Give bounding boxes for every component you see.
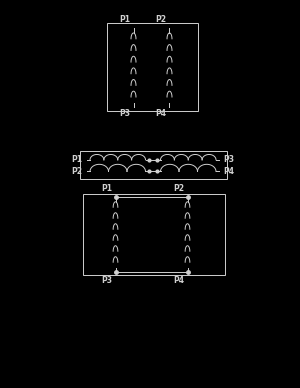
Text: P2: P2 — [155, 15, 166, 24]
Text: P1: P1 — [101, 184, 112, 193]
Bar — [80, 151, 226, 179]
Text: P3: P3 — [224, 155, 235, 165]
Text: P2: P2 — [173, 184, 184, 193]
Text: P4: P4 — [224, 167, 235, 176]
Text: P1: P1 — [119, 15, 130, 24]
Bar — [82, 194, 225, 275]
Text: P3: P3 — [101, 276, 112, 285]
Bar — [106, 23, 198, 111]
Text: P1: P1 — [71, 155, 82, 165]
Text: P2: P2 — [71, 167, 82, 176]
Text: P4: P4 — [173, 276, 184, 285]
Text: P4: P4 — [155, 109, 166, 118]
Text: P3: P3 — [119, 109, 130, 118]
